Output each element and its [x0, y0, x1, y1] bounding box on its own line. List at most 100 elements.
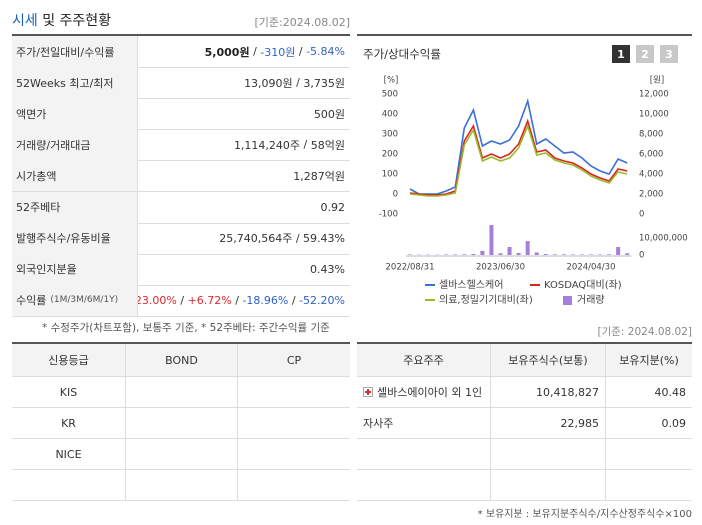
chart-button[interactable]: 3 — [660, 45, 678, 63]
value: 3,735원 — [303, 76, 345, 90]
row-value: 5,000원 / -310원 / -5.84% — [138, 36, 350, 67]
table-cell — [125, 408, 237, 438]
cell-text: 0.09 — [661, 416, 687, 430]
chart: [%] [원] 500 400 300 200 100 0 -100 12,000 10,000 8,… — [379, 76, 688, 307]
volume-bar — [480, 250, 485, 255]
row-line — [12, 98, 350, 100]
volume-bar — [598, 254, 603, 255]
table-cell: KR — [12, 408, 125, 438]
label-sub: (1M/3M/6M/1Y) — [50, 295, 119, 306]
label-text: 액면가 — [16, 107, 47, 121]
table-cell: 10,418,827 — [490, 377, 605, 407]
table-row — [357, 439, 692, 470]
value: +6.72% — [187, 293, 232, 307]
row-line — [12, 160, 350, 162]
expand-icon[interactable] — [363, 387, 373, 397]
value: -18.96% — [242, 293, 289, 307]
row-value: 1,114,240주 / 58억원 — [138, 129, 350, 160]
row-label: 52주베타 — [12, 191, 138, 223]
value: 1,287억원 — [293, 169, 345, 183]
volume-bar — [507, 247, 512, 255]
row-line — [12, 315, 350, 317]
value: -5.84% — [306, 45, 345, 58]
note: * 수정주가(차트포함), 보통주 기준, * 52주베타: 주간수익률 기준 — [42, 322, 330, 334]
y2-unit: [원] — [650, 76, 664, 86]
chart-title: 주가/상대수익률 — [363, 47, 441, 61]
label-text: 거래량/거래대금 — [16, 138, 91, 152]
table-row: 신용등급 BOND CP — [12, 344, 350, 377]
value: 13,090원 — [244, 76, 293, 90]
row-value: 0.43% — [138, 254, 350, 285]
table-cell: KIS — [12, 377, 125, 407]
legend-label: 의료,정밀기기대비(좌) — [439, 294, 533, 306]
label-text: 주가/전일대비/수익률 — [16, 45, 115, 59]
volume-bar — [561, 254, 566, 255]
volume-bar — [489, 225, 494, 255]
cell-text: 40.48 — [654, 385, 687, 399]
separator: / — [295, 45, 307, 58]
y-tick-label: 300 — [382, 130, 398, 140]
chart-panel: 주가/상대수익률 [%] [원] 500 400 300 200 100 0 -100 12,00… — [357, 34, 692, 317]
table-row — [357, 470, 692, 501]
table-row: KIS — [12, 377, 350, 408]
header-cell: 보유지분(%) — [605, 344, 692, 376]
volume-bar — [607, 254, 612, 255]
table-cell — [125, 377, 237, 407]
cell-text: 10,418,827 — [536, 385, 599, 399]
header-cell: CP — [237, 344, 350, 376]
header-cell: BOND — [125, 344, 237, 376]
table-cell — [237, 408, 350, 438]
y3-tick-label: 0 — [639, 251, 644, 261]
series-line — [409, 98, 628, 195]
table-cell — [605, 439, 692, 469]
value: 59.43% — [303, 231, 345, 245]
y-tick-label: 400 — [382, 110, 398, 120]
y2-tick-label: 4,000 — [639, 170, 663, 180]
row-value: +23.00% / +6.72% / -18.96% / -52.20% — [138, 285, 350, 316]
y2-tick-label: 0 — [639, 210, 644, 220]
row-label: 52Weeks 최고/최저 — [12, 67, 138, 99]
table-row — [12, 470, 350, 501]
row-line — [12, 129, 350, 131]
value: 5,000원 — [204, 45, 250, 59]
y-tick-label: 500 — [382, 90, 398, 100]
header-cell: 주요주주 — [403, 354, 444, 367]
row-line — [12, 284, 350, 286]
legend-label: 거래량 — [577, 294, 605, 306]
volume-bar — [616, 247, 621, 255]
row-line — [12, 222, 350, 224]
cell-text: 자사주 — [363, 417, 394, 430]
chart-button[interactable]: 1 — [612, 45, 630, 63]
table-cell — [237, 439, 350, 469]
row-value: 25,740,564주 / 59.43% — [138, 223, 350, 254]
y-tick-label: -100 — [379, 210, 398, 220]
row-label: 수익률 (1M/3M/6M/1Y) — [12, 284, 138, 316]
value: -310원 — [260, 45, 296, 59]
table-row: KR — [12, 408, 350, 439]
chart-button[interactable]: 2 — [636, 45, 654, 63]
row-line — [12, 67, 350, 68]
table-cell — [605, 470, 692, 500]
holders-date: [기준: 2024.08.02] — [597, 326, 692, 338]
summary-table: 주가/전일대비/수익률 5,000원 / -310원 / -5.84% 52Week… — [12, 34, 350, 317]
row-label: 주가/전일대비/수익률 — [12, 36, 138, 67]
table-cell: 40.48 — [605, 377, 692, 407]
value: 500원 — [313, 107, 345, 121]
cell-text: KIS — [59, 385, 78, 399]
separator: / — [249, 45, 261, 58]
row-line — [12, 253, 350, 255]
volume-bar — [552, 254, 557, 255]
y2-tick-label: 12,000 — [639, 90, 669, 100]
volume-bar — [579, 254, 584, 255]
y-tick-label: 100 — [382, 170, 398, 180]
table-row: 셀바스에이아이 외 1인 10,418,827 40.48 — [357, 377, 692, 408]
credit-table: 신용등급 BOND CP KIS KR NICE — [12, 342, 350, 502]
table-cell: 자사주 — [357, 408, 490, 438]
volume-bar — [589, 254, 593, 255]
volume-bar — [471, 253, 476, 255]
volume-bar — [570, 254, 575, 255]
title: 시세 및 주주현황 — [12, 10, 111, 30]
cell-text: 셀바스에이아이 외 1인 — [377, 386, 483, 399]
table-cell — [490, 470, 605, 500]
volume-bar — [462, 254, 467, 255]
